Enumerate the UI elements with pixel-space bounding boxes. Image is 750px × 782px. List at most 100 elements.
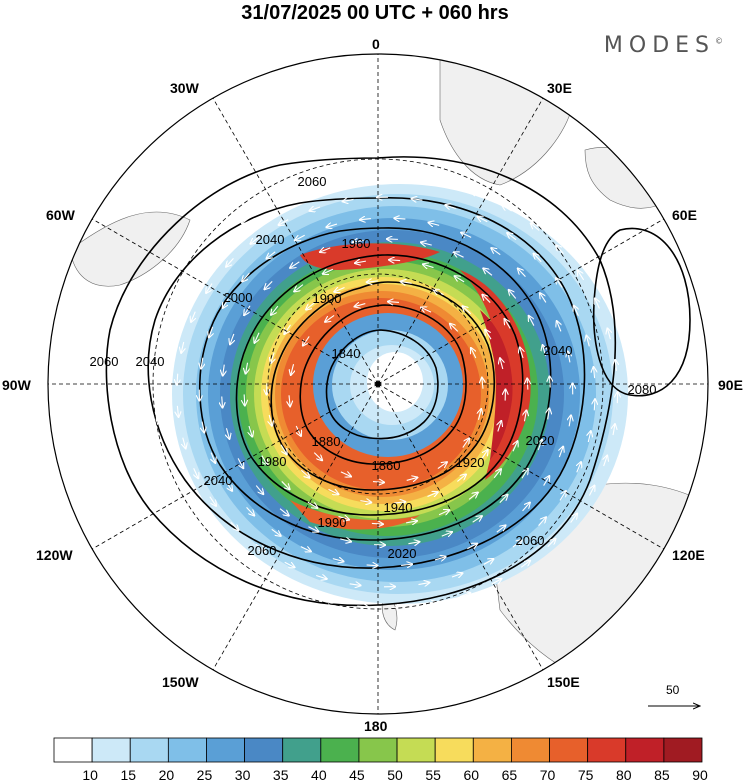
meridian-line bbox=[212, 98, 379, 385]
wind-vector bbox=[482, 295, 491, 303]
wind-vector bbox=[271, 199, 281, 205]
lon-label-180: 180 bbox=[364, 718, 388, 734]
colorbar-tick-30: 30 bbox=[235, 767, 251, 782]
wind-vector bbox=[543, 345, 546, 356]
wind-vector bbox=[165, 317, 169, 328]
wind-vector bbox=[279, 508, 289, 516]
wind-vector bbox=[226, 258, 234, 266]
wind-vector bbox=[531, 223, 540, 231]
wind-vector bbox=[261, 455, 268, 465]
wind-vector bbox=[360, 219, 371, 220]
geopotential-contours bbox=[105, 156, 691, 607]
wind-vector bbox=[481, 450, 487, 460]
lon-label-60W: 60W bbox=[46, 207, 75, 223]
wind-vector bbox=[211, 452, 215, 463]
wind-vector bbox=[441, 532, 452, 536]
colorbar-swatch-45 bbox=[320, 737, 360, 763]
contour-1920 bbox=[270, 281, 496, 491]
wind-vector bbox=[360, 501, 371, 503]
contour-label-1900: 1900 bbox=[313, 291, 342, 306]
wind-vector bbox=[281, 481, 290, 489]
wind-vector bbox=[326, 224, 338, 227]
wind-vector bbox=[520, 561, 530, 568]
wind-vector bbox=[521, 469, 528, 479]
meridian-line bbox=[92, 218, 379, 385]
wind-vector bbox=[323, 600, 334, 603]
wind-vector bbox=[578, 271, 585, 281]
colorbar-swatch-70 bbox=[511, 737, 550, 763]
wind-vector bbox=[522, 503, 530, 512]
colorbar-swatch-35 bbox=[244, 737, 284, 763]
wind-vector bbox=[394, 502, 405, 503]
wind-vector bbox=[538, 517, 546, 526]
wind-vector bbox=[242, 272, 250, 281]
wind-vector bbox=[434, 557, 446, 560]
wind-vector bbox=[343, 199, 354, 201]
wind-vector bbox=[300, 469, 309, 477]
contour-label-2040-left: 2040 bbox=[136, 354, 165, 369]
wind-vector bbox=[570, 514, 577, 523]
wind-vector bbox=[367, 281, 378, 282]
wind-vector bbox=[607, 329, 610, 340]
colorbar-tick-65: 65 bbox=[502, 767, 518, 782]
wind-vector bbox=[483, 268, 493, 276]
colorbar-swatch-25 bbox=[167, 737, 207, 763]
wind-vector bbox=[269, 414, 272, 426]
wind-vector bbox=[556, 245, 564, 254]
meridian-line bbox=[377, 98, 544, 385]
wind-vector bbox=[177, 405, 178, 417]
lon-label-60E: 60E bbox=[672, 207, 697, 223]
wind-vector bbox=[604, 456, 608, 467]
colorbar-tick-70: 70 bbox=[540, 767, 556, 782]
wind-vector bbox=[459, 593, 470, 597]
wind-vector bbox=[588, 431, 591, 443]
wind-vector bbox=[372, 482, 384, 483]
lon-label-90E: 90E bbox=[718, 377, 743, 393]
contour-label-2080: 2080 bbox=[628, 382, 657, 397]
brand-mark: © bbox=[715, 36, 723, 46]
lon-label-0: 0 bbox=[372, 36, 380, 52]
wind-speed-fill bbox=[172, 184, 628, 604]
wind-vector bbox=[613, 424, 615, 436]
wind-vector bbox=[284, 324, 291, 334]
wind-vector bbox=[296, 425, 301, 436]
contour-label-1840: 1840 bbox=[332, 346, 361, 361]
wind-vector bbox=[559, 447, 563, 458]
wind-vector bbox=[547, 539, 556, 548]
wind-vector bbox=[499, 495, 508, 504]
wind-vector bbox=[323, 269, 334, 274]
colorbar-swatch-30 bbox=[206, 737, 245, 763]
contour-label-2060-left: 2060 bbox=[90, 354, 119, 369]
wind-vector bbox=[353, 240, 364, 242]
colorbar-tick-80: 80 bbox=[616, 767, 632, 782]
wind-vector bbox=[335, 179, 346, 181]
brand-text: MODES bbox=[603, 33, 715, 58]
wind-band-85-streak bbox=[480, 310, 513, 460]
wind-vector bbox=[557, 321, 561, 332]
meridian-line bbox=[92, 383, 379, 550]
meridian-line bbox=[377, 218, 664, 385]
wind-vector bbox=[208, 530, 216, 538]
wind-vector bbox=[265, 280, 273, 289]
contour-label-1940: 1940 bbox=[384, 500, 413, 515]
wind-vector bbox=[316, 576, 326, 579]
wind-vector bbox=[426, 602, 437, 604]
contour-label-2060-top: 2060 bbox=[298, 174, 327, 189]
wind-vector bbox=[491, 579, 502, 585]
lon-label-150E: 150E bbox=[547, 674, 580, 690]
colorbar-tick-55: 55 bbox=[425, 767, 441, 782]
wind-core-10 bbox=[367, 352, 423, 412]
wind-vector bbox=[349, 584, 361, 586]
wind-vector bbox=[340, 539, 351, 542]
wind-vector bbox=[289, 395, 290, 406]
wind-vector bbox=[157, 348, 159, 360]
contour-label-2020: 2020 bbox=[388, 546, 417, 561]
wind-vector bbox=[254, 332, 259, 343]
wind-vector bbox=[334, 288, 345, 292]
wind-vector bbox=[183, 437, 186, 449]
wind-vector bbox=[244, 394, 245, 405]
colorbar-tick-40: 40 bbox=[311, 767, 327, 782]
wind-vector bbox=[450, 324, 459, 332]
wind-vector bbox=[467, 544, 477, 550]
